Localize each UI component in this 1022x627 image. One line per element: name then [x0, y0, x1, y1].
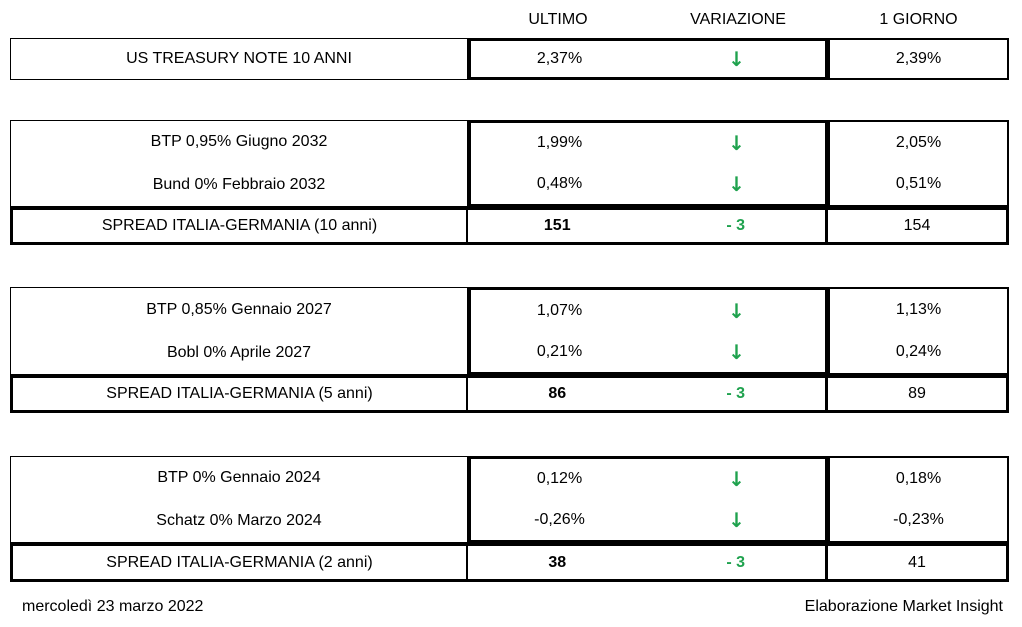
giorno-box: 2,39% — [828, 38, 1009, 80]
down-arrow-icon: ↓ — [728, 47, 745, 71]
row-label: BTP 0,95% Giugno 2032 — [150, 133, 328, 151]
row-label: US TREASURY NOTE 10 ANNI — [126, 50, 352, 67]
spread-row-2-anni: SPREAD ITALIA-GERMANIA (2 anni) 38 - 3 4… — [10, 543, 1009, 582]
table-row: 0,21% ↓ — [471, 331, 825, 372]
ultimo-value: 1,99% — [536, 134, 583, 152]
giorno-value: -0,23% — [893, 511, 944, 529]
row-label: BTP 0,85% Gennaio 2027 — [146, 300, 332, 318]
report-date: mercoledì 23 marzo 2022 — [22, 598, 204, 615]
table-us-treasury: US TREASURY NOTE 10 ANNI 2,37% ↓ 2,39% — [10, 38, 1009, 80]
table-row: -0,26% ↓ — [471, 500, 825, 541]
ultimo-variazione-box: 1,99% ↓ 0,48% ↓ — [468, 120, 828, 207]
giorno-value: 0,24% — [895, 343, 942, 360]
column-header-1-giorno: 1 GIORNO — [879, 11, 958, 28]
spread-giorno-value: 154 — [903, 217, 931, 234]
ultimo-value: 0,12% — [536, 470, 583, 488]
table-row: 2,37% ↓ — [471, 41, 825, 77]
table-row: 1,99% ↓ — [471, 123, 825, 164]
spread-mid-box: 38 - 3 — [468, 546, 828, 579]
spread-label: SPREAD ITALIA-GERMANIA (10 anni) — [13, 210, 468, 242]
giorno-value: 0,18% — [895, 469, 942, 487]
ultimo-value: 0,48% — [536, 174, 583, 192]
spread-label: SPREAD ITALIA-GERMANIA (5 anni) — [13, 378, 468, 410]
spread-mid-box: 151 - 3 — [468, 210, 828, 242]
spread-giorno-value: 89 — [908, 385, 926, 402]
table-row: 1,07% ↓ — [471, 290, 825, 331]
row-label: Bund 0% Febbraio 2032 — [152, 175, 326, 193]
row-label: BTP 0% Gennaio 2024 — [157, 469, 321, 487]
table-5-anni-bonds: BTP 0,85% Gennaio 2027 Bobl 0% Aprile 20… — [10, 287, 1009, 375]
spread-giorno-value: 41 — [908, 553, 926, 571]
giorno-value: 2,05% — [895, 133, 942, 151]
spread-variazione-value: - 3 — [726, 385, 746, 402]
label-box: BTP 0,85% Gennaio 2027 Bobl 0% Aprile 20… — [10, 287, 468, 375]
ultimo-value: 0,21% — [536, 342, 583, 360]
ultimo-value: 1,07% — [536, 301, 583, 319]
spread-row-5-anni: SPREAD ITALIA-GERMANIA (5 anni) 86 - 3 8… — [10, 375, 1009, 413]
ultimo-value: 2,37% — [536, 50, 583, 67]
ultimo-variazione-box: 2,37% ↓ — [468, 38, 828, 80]
spread-ultimo-value: 38 — [548, 553, 567, 571]
credit-text: Elaborazione Market Insight — [804, 598, 1003, 615]
giorno-value: 2,39% — [895, 50, 942, 67]
label-box: US TREASURY NOTE 10 ANNI — [10, 38, 468, 80]
spread-mid-box: 86 - 3 — [468, 378, 828, 410]
giorno-box: 0,18% -0,23% — [828, 456, 1009, 543]
giorno-value: 1,13% — [895, 301, 942, 318]
column-header-variazione: VARIAZIONE — [690, 11, 786, 28]
table-row: 0,48% ↓ — [471, 164, 825, 205]
row-label: Schatz 0% Marzo 2024 — [156, 511, 322, 529]
down-arrow-icon: ↓ — [728, 298, 745, 323]
down-arrow-icon: ↓ — [728, 171, 745, 196]
table-10-anni-bonds: BTP 0,95% Giugno 2032 Bund 0% Febbraio 2… — [10, 120, 1009, 207]
down-arrow-icon: ↓ — [728, 467, 745, 492]
giorno-box: 1,13% 0,24% — [828, 287, 1009, 375]
spread-variazione-value: - 3 — [726, 553, 746, 571]
spread-ultimo-value: 151 — [543, 217, 571, 234]
row-label: Bobl 0% Aprile 2027 — [166, 343, 312, 361]
down-arrow-icon: ↓ — [728, 507, 745, 532]
table-2-anni-bonds: BTP 0% Gennaio 2024 Schatz 0% Marzo 2024… — [10, 456, 1009, 543]
giorno-value: 0,51% — [895, 175, 942, 193]
ultimo-value: -0,26% — [534, 510, 585, 528]
column-header-ultimo: ULTIMO — [528, 11, 588, 28]
spread-row-10-anni: SPREAD ITALIA-GERMANIA (10 anni) 151 - 3… — [10, 207, 1009, 245]
spread-label: SPREAD ITALIA-GERMANIA (2 anni) — [13, 546, 468, 579]
label-box: BTP 0% Gennaio 2024 Schatz 0% Marzo 2024 — [10, 456, 468, 543]
label-box: BTP 0,95% Giugno 2032 Bund 0% Febbraio 2… — [10, 120, 468, 207]
ultimo-variazione-box: 1,07% ↓ 0,21% ↓ — [468, 287, 828, 375]
spread-variazione-value: - 3 — [726, 217, 746, 234]
table-row: 0,12% ↓ — [471, 459, 825, 500]
giorno-box: 2,05% 0,51% — [828, 120, 1009, 207]
down-arrow-icon: ↓ — [728, 131, 745, 156]
down-arrow-icon: ↓ — [728, 339, 745, 364]
spread-ultimo-value: 86 — [548, 385, 567, 402]
ultimo-variazione-box: 0,12% ↓ -0,26% ↓ — [468, 456, 828, 543]
